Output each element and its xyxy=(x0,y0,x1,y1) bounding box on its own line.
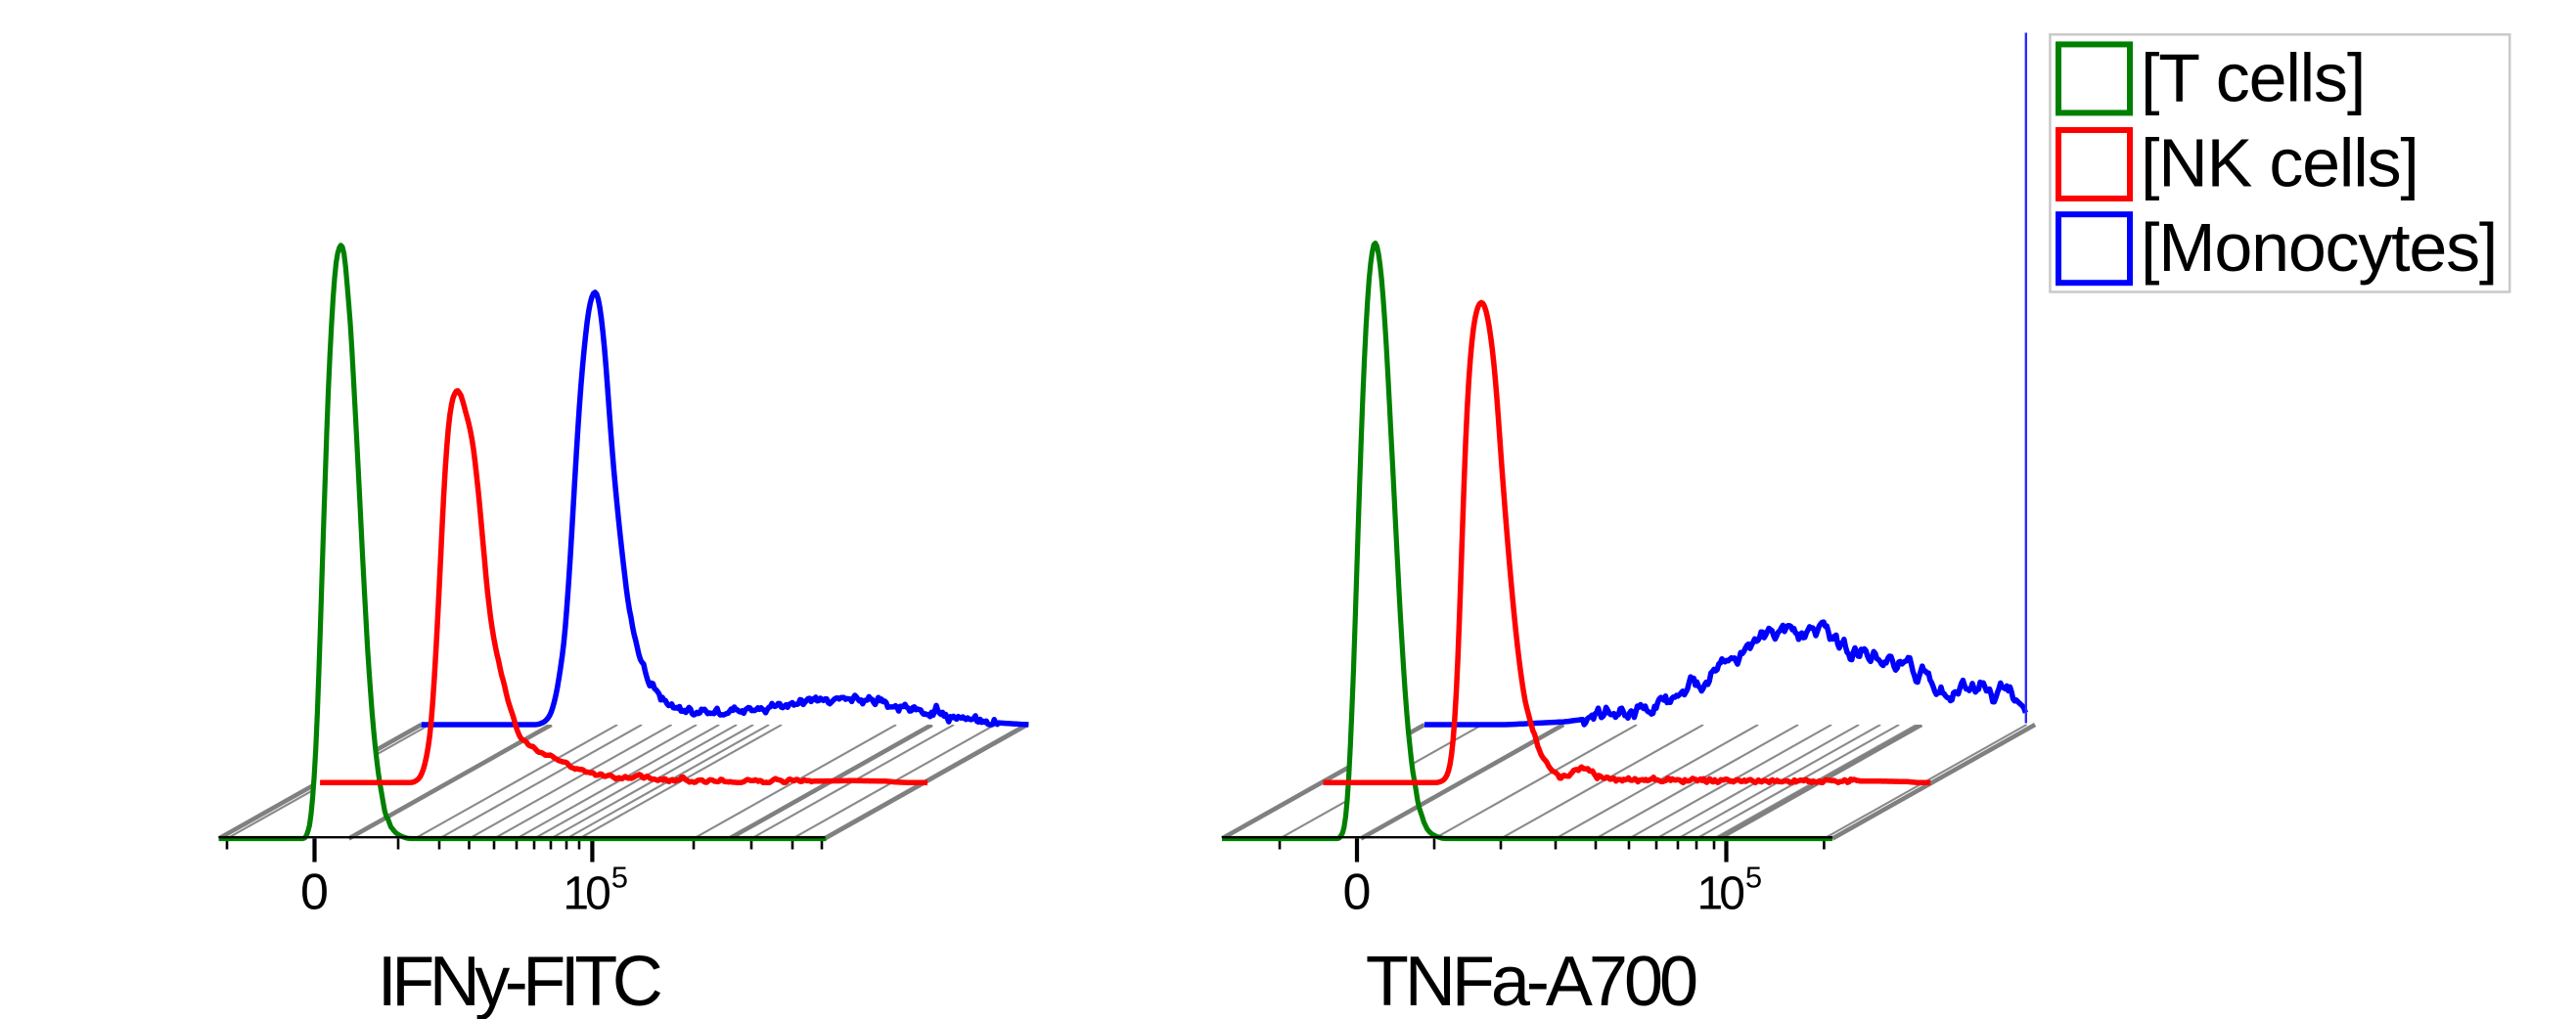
svg-text:[T cells]: [T cells] xyxy=(2141,40,2365,116)
svg-text:5: 5 xyxy=(1745,861,1762,895)
svg-text:[Monocytes]: [Monocytes] xyxy=(2141,209,2497,286)
svg-text:0: 0 xyxy=(1343,864,1372,921)
svg-text:10: 10 xyxy=(1697,868,1744,920)
svg-text:10: 10 xyxy=(563,868,610,920)
svg-text:TNFa-A700: TNFa-A700 xyxy=(1366,943,1696,1019)
svg-text:[NK cells]: [NK cells] xyxy=(2141,125,2418,201)
svg-text:0: 0 xyxy=(300,864,329,921)
svg-text:5: 5 xyxy=(611,861,628,895)
svg-text:IFNy-FITC: IFNy-FITC xyxy=(378,943,661,1019)
